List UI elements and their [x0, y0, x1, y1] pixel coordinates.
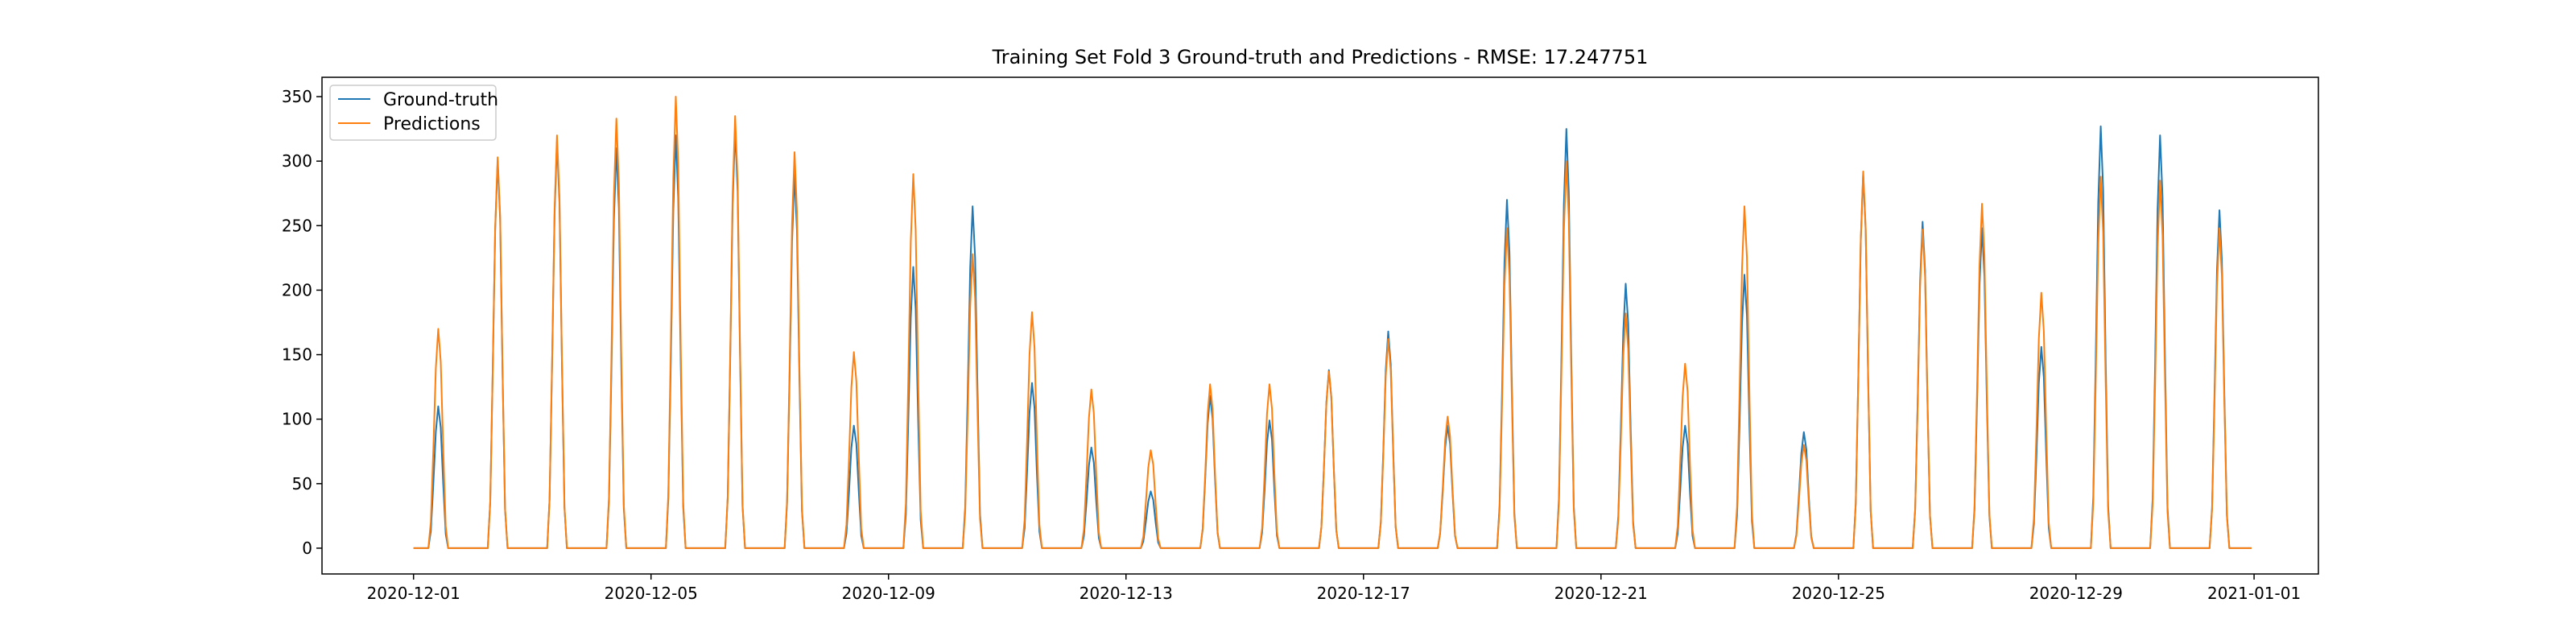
x-tick-label-2020-12-21: 2020-12-21	[1554, 584, 1648, 603]
x-tick-label-2021-01-01: 2021-01-01	[2207, 584, 2301, 603]
x-tick-label-2020-12-17: 2020-12-17	[1317, 584, 1410, 603]
x-tick-label-2020-12-01: 2020-12-01	[367, 584, 460, 603]
legend-box	[329, 85, 497, 141]
plot-lines	[413, 96, 2252, 549]
y-tick-label-50: 50	[292, 474, 312, 493]
x-tick-label-2020-12-25: 2020-12-25	[1792, 584, 1885, 603]
y-tick-label-200: 200	[282, 280, 312, 299]
y-axis: 0 50 100 150 200 250 300 350	[282, 87, 322, 558]
y-tick-label-250: 250	[282, 216, 312, 235]
y-tick-label-300: 300	[282, 151, 312, 171]
series-line-predictions	[413, 96, 2252, 549]
x-axis: 2020-12-01 2020-12-05 2020-12-09 2020-12-13…	[367, 574, 2301, 603]
y-tick-label-350: 350	[282, 87, 312, 106]
legend-label-predictions: Predictions	[383, 114, 481, 134]
legend-label-ground-truth: Ground-truth	[383, 90, 498, 110]
x-tick-label-2020-12-29: 2020-12-29	[2029, 584, 2123, 603]
chart-title: Training Set Fold 3 Ground-truth and Pre…	[992, 46, 1649, 68]
x-tick-label-2020-12-09: 2020-12-09	[842, 584, 935, 603]
y-tick-label-150: 150	[282, 345, 312, 365]
y-tick-label-100: 100	[282, 410, 312, 429]
y-tick-label-0: 0	[302, 539, 312, 558]
x-tick-label-2020-12-13: 2020-12-13	[1080, 584, 1173, 603]
legend: Ground-truth Predictions	[329, 85, 498, 141]
x-tick-label-2020-12-05: 2020-12-05	[605, 584, 698, 603]
